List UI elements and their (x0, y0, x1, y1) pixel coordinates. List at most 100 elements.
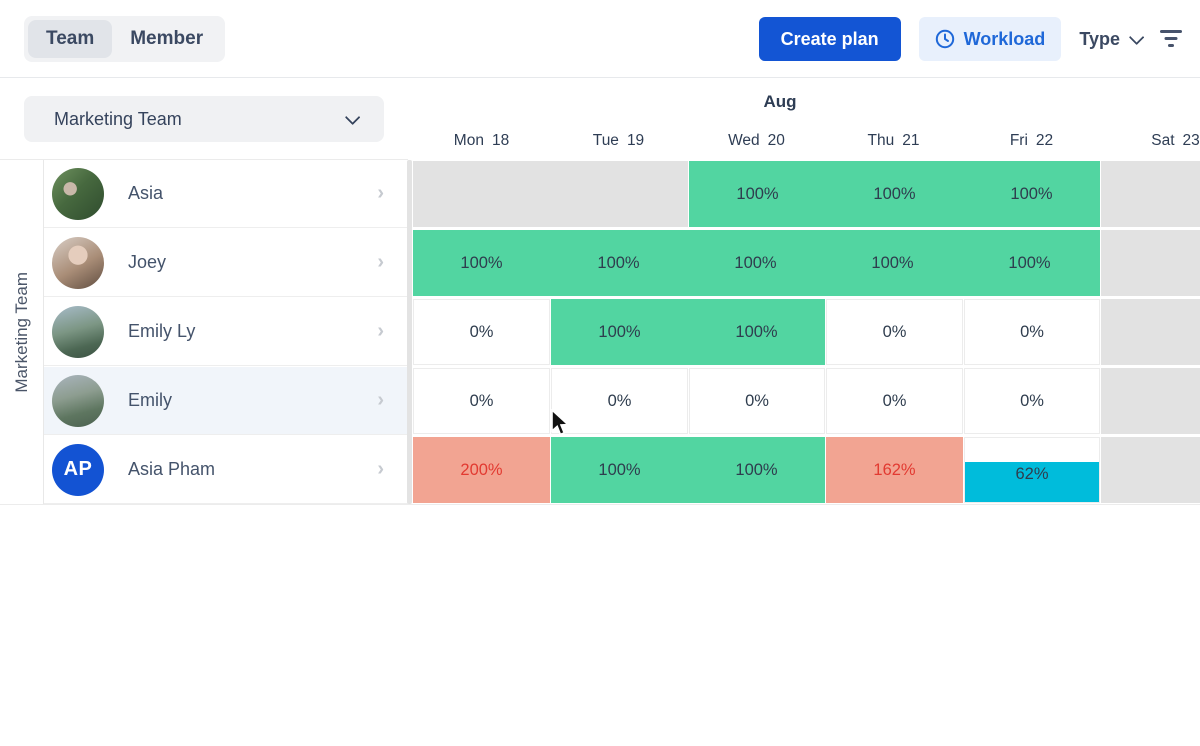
member-row-emily-ly[interactable]: Emily Ly › (44, 298, 408, 366)
day-header-thu: Thu 21 (867, 132, 920, 149)
top-toolbar: Team Member Create plan Workload Type (0, 0, 1200, 78)
workload-cell-zero[interactable]: 0% (551, 368, 688, 434)
member-name: Asia Pham (128, 459, 216, 479)
workload-cell-partial[interactable]: 62% (964, 437, 1100, 503)
avatar (52, 236, 104, 289)
avatar (52, 374, 104, 427)
workload-value: 100% (735, 322, 778, 341)
chevron-down-icon (1128, 29, 1145, 45)
workload-value: 0% (469, 391, 494, 410)
member-name: Emily (128, 390, 172, 410)
workload-cell-zero[interactable]: 0% (413, 368, 550, 434)
chevron-right-icon[interactable]: › (377, 182, 384, 204)
workload-value: 100% (597, 253, 640, 272)
workload-value: 0% (607, 391, 632, 410)
workload-value: 100% (873, 184, 916, 203)
type-dropdown[interactable]: Type (1079, 28, 1145, 50)
member-list: Asia › Joey › Emily Ly › Emily › AP Asia… (44, 160, 408, 504)
avatar (52, 167, 104, 220)
grid-row-joey: 100% 100% 100% 100% 100% (413, 229, 1200, 297)
chevron-right-icon[interactable]: › (377, 458, 384, 480)
workload-cell-zero[interactable]: 0% (413, 299, 550, 365)
member-row-emily[interactable]: Emily › (44, 367, 408, 435)
day-header-tue: Tue 19 (592, 132, 645, 149)
workload-value: 0% (882, 391, 907, 410)
toolbar-actions: Create plan Workload Type (758, 17, 1184, 61)
workload-value: 100% (598, 460, 641, 479)
partial-fill-bar: 62% (965, 462, 1099, 502)
member-name: Emily Ly (128, 321, 196, 341)
workload-cell-empty[interactable] (413, 161, 688, 227)
workload-value: 100% (460, 253, 503, 272)
workload-value: 0% (1020, 322, 1044, 341)
workload-cell-zero[interactable]: 0% (826, 368, 963, 434)
workload-value: 0% (469, 322, 494, 341)
workload-value: 100% (735, 460, 778, 479)
workload-value: 100% (871, 253, 914, 272)
sidebar-scrollbar[interactable] (407, 160, 412, 504)
workload-block-full[interactable]: 100% 100% (551, 299, 825, 365)
day-header-sat: Sat 23 (1151, 132, 1200, 149)
day-header-wed: Wed 20 (728, 132, 785, 149)
clock-icon (935, 29, 955, 49)
chevron-right-icon[interactable]: › (377, 320, 384, 342)
avatar: AP (52, 443, 104, 496)
chevron-right-icon[interactable]: › (377, 389, 384, 411)
filter-icon[interactable] (1158, 29, 1184, 49)
weekend-cell[interactable] (1101, 161, 1200, 227)
workload-button[interactable]: Workload (918, 17, 1062, 61)
workload-value: 0% (882, 322, 907, 341)
day-header-mon: Mon 18 (453, 132, 510, 149)
weekend-cell[interactable] (1101, 230, 1200, 296)
month-label: Aug (763, 92, 797, 111)
workload-block-full[interactable]: 100% 100% 100% 100% 100% (413, 230, 1100, 296)
avatar (52, 305, 104, 358)
team-group-vertical-label: Marketing Team (11, 271, 31, 393)
workload-cell-zero[interactable]: 0% (826, 299, 963, 365)
grid-row-emily: 0% 0% 0% 0% 0% (413, 367, 1200, 435)
grid-row-emily-ly: 0% 100% 100% 0% 0% (413, 298, 1200, 366)
toggle-team[interactable]: Team (28, 20, 113, 58)
workload-block-full[interactable]: 100% 100% (551, 437, 825, 503)
type-label: Type (1079, 28, 1120, 49)
workload-value: 100% (1008, 253, 1051, 272)
member-name: Joey (128, 252, 167, 272)
member-row-asia[interactable]: Asia › (44, 160, 408, 228)
workload-block-full[interactable]: 100% 100% 100% (689, 161, 1100, 227)
weekend-cell[interactable] (1101, 437, 1200, 503)
workload-cell-zero[interactable]: 0% (689, 368, 825, 434)
toggle-member[interactable]: Member (130, 28, 204, 49)
member-row-joey[interactable]: Joey › (44, 229, 408, 297)
weekend-cell[interactable] (1101, 368, 1200, 434)
workload-cell-overload[interactable]: 200% (413, 437, 550, 503)
chevron-down-icon (344, 109, 361, 125)
workload-value: 100% (736, 184, 779, 203)
team-member-toggle: Team Member (24, 16, 226, 62)
team-selector-value: Marketing Team (54, 108, 182, 129)
chevron-right-icon[interactable]: › (377, 251, 384, 273)
create-plan-button[interactable]: Create plan (758, 17, 901, 61)
workload-value: 62% (1015, 465, 1049, 484)
day-header-fri: Fri 22 (1009, 132, 1054, 149)
workload-cell-zero[interactable]: 0% (964, 299, 1100, 365)
team-group-strip: Marketing Team (0, 160, 44, 504)
member-row-asia-pham[interactable]: AP Asia Pham › (44, 436, 408, 504)
workload-value: 200% (460, 460, 503, 479)
grid-row-asia-pham: 200% 100% 100% 162% 62% (413, 436, 1200, 504)
grid-bottom-border (0, 504, 1200, 505)
weekend-cell[interactable] (1101, 299, 1200, 365)
calendar-header: Aug Mon 18 Tue 19 Wed 20 Thu 21 Fri 22 Sat 23 (413, 79, 1200, 160)
member-name: Asia (128, 183, 164, 203)
workload-value: 100% (734, 253, 777, 272)
team-selector-dropdown[interactable]: Marketing Team (24, 96, 384, 142)
workload-value: 0% (745, 391, 769, 410)
workload-cell-zero[interactable]: 0% (964, 368, 1100, 434)
workload-label: Workload (963, 28, 1046, 49)
sidebar-header: Marketing Team (0, 79, 408, 160)
workload-value: 0% (1020, 391, 1044, 410)
workload-cell-overload[interactable]: 162% (826, 437, 963, 503)
grid-row-asia: 100% 100% 100% (413, 160, 1200, 228)
workload-value: 162% (873, 460, 916, 479)
workload-grid: 100% 100% 100% 100% 100% 100% 100% 100% … (413, 160, 1200, 504)
